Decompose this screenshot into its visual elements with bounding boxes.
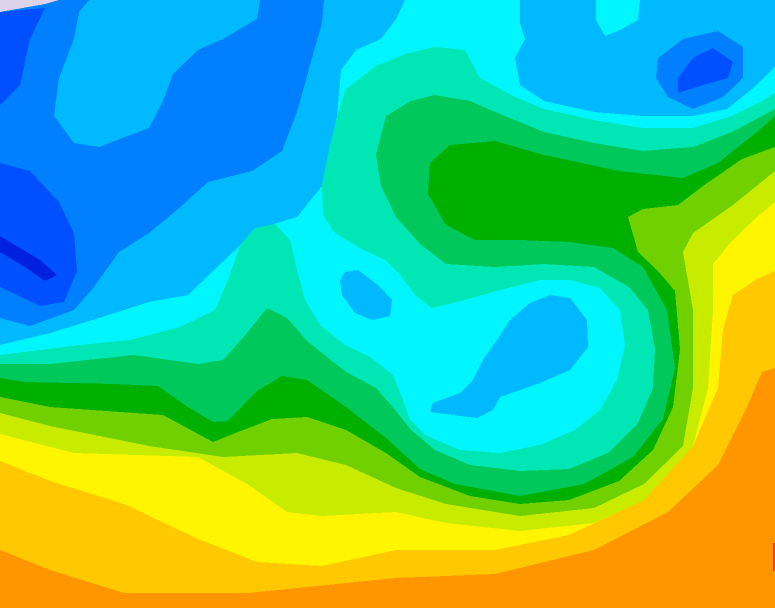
band-cyan-top-notch bbox=[596, 0, 640, 36]
band-light-blue-large-blob bbox=[430, 295, 588, 418]
band-light-blue-top-left bbox=[54, 0, 260, 147]
band-lavender-corner bbox=[0, 0, 59, 12]
band-navy-left bbox=[0, 236, 57, 281]
band-orange bbox=[0, 368, 775, 608]
band-dark-blue-top-left bbox=[0, 8, 45, 105]
band-dark-blue-top-right bbox=[678, 48, 733, 93]
band-light-blue-small-blob bbox=[340, 270, 392, 320]
band-dark-blue-left bbox=[0, 163, 77, 306]
band-red-edge bbox=[773, 543, 775, 571]
band-yellow bbox=[0, 202, 775, 608]
